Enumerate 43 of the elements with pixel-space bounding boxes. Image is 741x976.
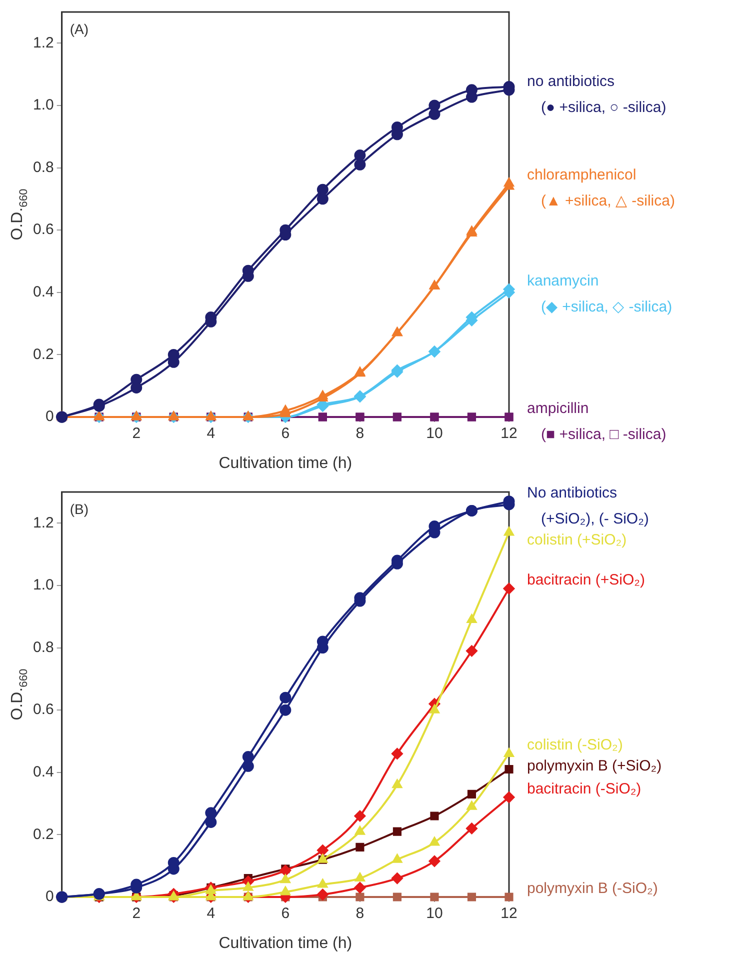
x-axis-title: Cultivation time (h) [218, 455, 352, 472]
y-tick-label: 0 [46, 408, 54, 426]
series-label: colistin (+SiO₂) [527, 531, 627, 548]
x-tick-label: 12 [500, 425, 518, 442]
x-tick-label: 8 [356, 425, 364, 442]
y-tick-label: 1.0 [32, 576, 54, 594]
series-label: No antibiotics (+SiO₂), (- SiO₂) [527, 484, 649, 528]
series-label: bacitracin (+SiO₂) [527, 572, 645, 589]
y-tick-label: 0.4 [32, 764, 54, 781]
x-tick-label: 10 [426, 425, 443, 442]
y-tick-label: 1.2 [32, 514, 54, 532]
y-tick-label: 1.0 [32, 96, 54, 114]
x-tick-label: 10 [426, 905, 443, 922]
y-tick-label: 0.6 [32, 701, 54, 718]
x-tick-label: 4 [206, 425, 216, 442]
y-tick-label: 0.6 [32, 221, 54, 238]
x-axis-title: Cultivation time (h) [218, 935, 352, 952]
series-label: no antibiotics (● +silica, ○ -silica) [527, 72, 666, 116]
text: (A) [70, 21, 89, 37]
x-tick-label: 8 [356, 905, 364, 922]
y-tick-label: 0.8 [32, 638, 54, 656]
x-tick-label: 4 [206, 905, 216, 922]
x-tick-label: 6 [281, 425, 290, 442]
text: (B) [70, 501, 89, 517]
series-label: chloramphenicol (▲ +silica, △ -silica) [527, 166, 675, 210]
x-tick-label: 2 [132, 425, 141, 442]
y-tick-label: 0.2 [32, 826, 54, 843]
y-tick-label: 0.8 [32, 158, 54, 176]
y-tick-label: 1.2 [32, 34, 54, 52]
x-tick-label: 2 [132, 905, 141, 922]
x-tick-label: 12 [500, 905, 518, 922]
y-axis-title: O.D.660 [9, 188, 30, 240]
y-tick-label: 0 [46, 888, 54, 906]
series-label: colistin (-SiO₂) [527, 736, 623, 754]
x-tick-label: 6 [281, 905, 290, 922]
series-label: polymyxin B (-SiO₂) [527, 880, 658, 897]
y-tick-label: 0.2 [32, 346, 54, 363]
y-tick-label: 0.4 [32, 284, 54, 301]
series-label: bacitracin (-SiO₂) [527, 780, 642, 798]
series-label: kanamycin (◆ +silica, ◇ -silica) [527, 272, 672, 316]
y-axis-title: O.D.660 [9, 668, 30, 720]
series-label: polymyxin B (+SiO₂) [527, 758, 662, 775]
series-label: ampicillin (■ +silica, □ -silica) [527, 400, 666, 443]
